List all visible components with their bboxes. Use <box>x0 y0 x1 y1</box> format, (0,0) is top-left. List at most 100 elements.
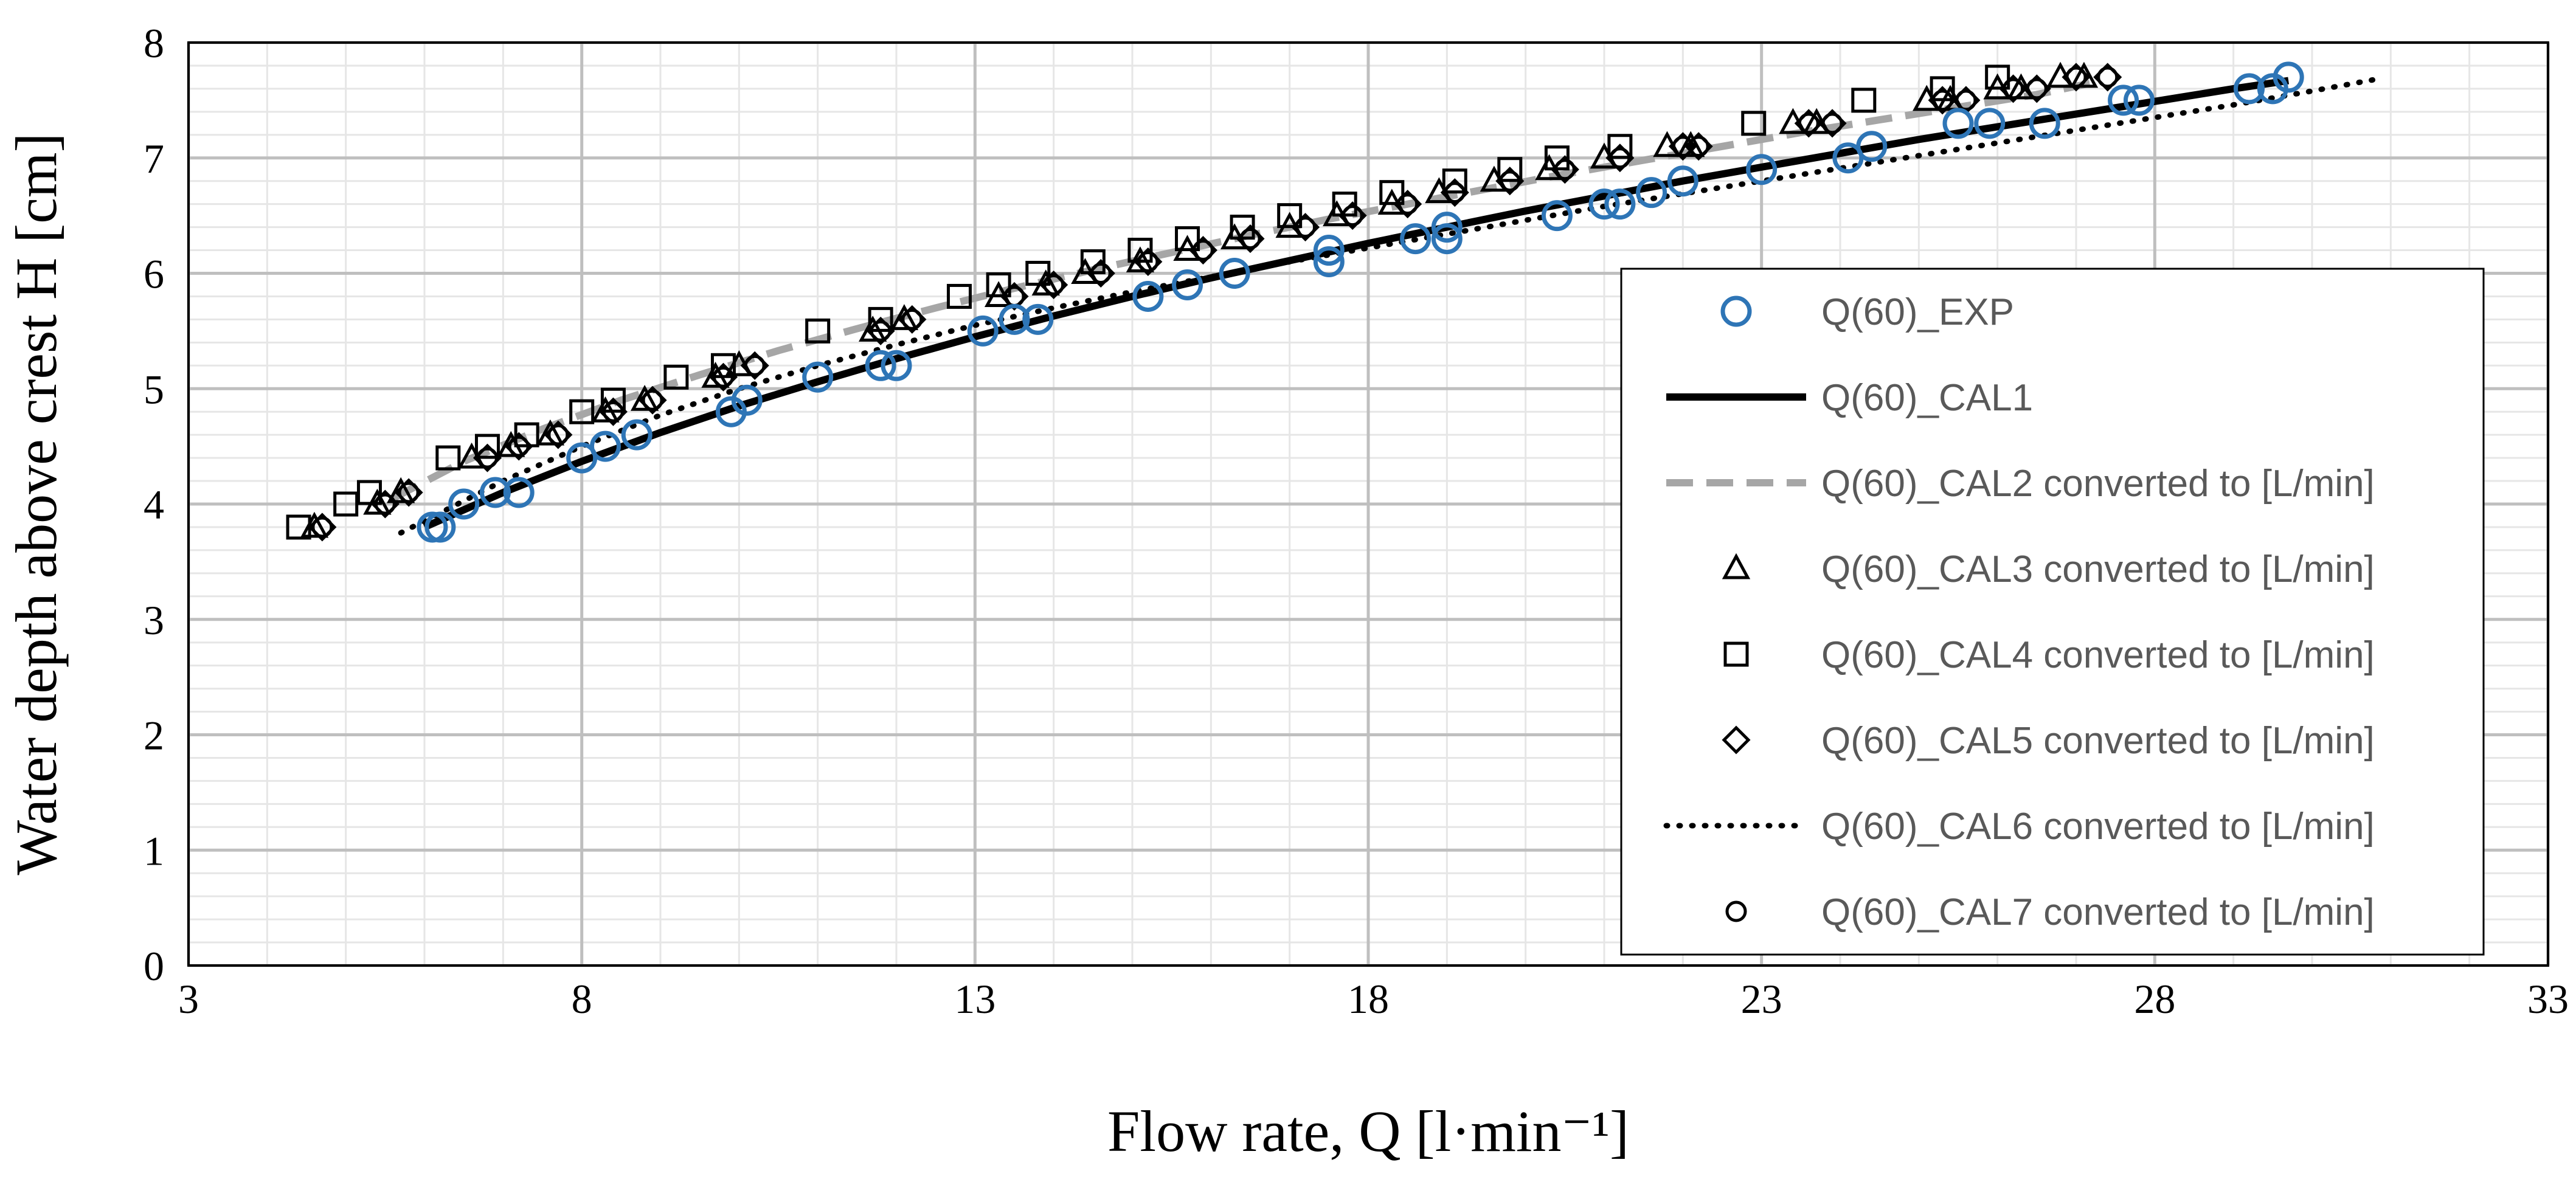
data-point <box>386 477 415 503</box>
legend-swatch-q-60-cal5-converted-to-l-min <box>1722 725 1751 755</box>
data-point <box>731 384 763 416</box>
data-point <box>1442 168 1467 194</box>
legend-swatch-q-60-cal4-converted-to-l-min <box>1723 641 1749 667</box>
data-point <box>1985 64 2010 90</box>
data-point <box>474 434 500 459</box>
legend: Q(60)_EXP Q(60)_CAL1 Q(60)_CAL2 converted … <box>1620 268 2485 956</box>
y-tick-label: 7 <box>144 136 164 182</box>
data-point <box>1431 212 1463 243</box>
data-point <box>630 384 659 411</box>
series-q-60-cal6-converted-to-l-min <box>398 77 2378 536</box>
y-tick-label: 0 <box>144 943 164 989</box>
data-point <box>999 303 1030 335</box>
y-tick-label: 3 <box>144 597 164 643</box>
data-point <box>536 419 565 446</box>
data-point <box>503 477 535 508</box>
data-point <box>1342 205 1363 227</box>
data-point <box>435 445 461 471</box>
data-point <box>1239 228 1261 250</box>
data-point <box>1397 193 1419 215</box>
y-tick-label: 4 <box>144 482 164 528</box>
series-q-60-cal7-converted-to-l-min <box>311 66 2119 538</box>
data-point <box>621 419 653 451</box>
data-point <box>1499 170 1521 192</box>
data-point <box>1137 251 1159 273</box>
series-line-q-60-cal1 <box>423 77 2290 531</box>
data-point <box>300 511 329 538</box>
x-tick-label: 33 <box>2527 976 2569 1022</box>
data-point <box>2097 66 2119 88</box>
data-point <box>1379 180 1405 206</box>
data-point <box>1667 165 1698 197</box>
legend-label-q-60-cal3-converted-to-l-min: Q(60)_CAL3 converted to [L/min] <box>1821 548 2375 590</box>
data-point <box>417 511 448 543</box>
data-point <box>508 435 530 457</box>
legend-label-q-60-cal1: Q(60)_CAL1 <box>1821 377 2033 419</box>
data-point <box>2069 61 2099 88</box>
data-point <box>589 430 621 462</box>
data-point <box>497 430 525 457</box>
data-point <box>602 401 624 423</box>
data-point <box>547 424 569 446</box>
data-point <box>858 316 887 342</box>
data-point <box>712 366 734 388</box>
data-point <box>479 477 511 508</box>
series-line-q-60-cal6-converted-to-l-min <box>398 77 2378 536</box>
legend-swatch-q-60-exp <box>1720 295 1752 327</box>
legend-label-q-60-cal7-converted-to-l-min: Q(60)_CAL7 converted to [L/min] <box>1821 891 2375 933</box>
data-point <box>967 315 999 347</box>
data-point <box>890 304 919 330</box>
data-point <box>1313 235 1345 266</box>
data-point <box>901 308 923 330</box>
data-point <box>476 447 498 469</box>
y-tick-label: 8 <box>144 20 164 66</box>
data-point <box>448 488 480 520</box>
plot-area-border <box>187 41 2549 967</box>
data-point <box>1295 216 1317 238</box>
x-tick-label: 13 <box>954 976 995 1022</box>
data-point <box>881 350 912 381</box>
y-tick-label: 2 <box>144 713 164 759</box>
y-tick-label: 6 <box>144 251 164 297</box>
legend-label-q-60-cal5-converted-to-l-min: Q(60)_CAL5 converted to [L/min] <box>1821 720 2375 762</box>
data-point <box>663 364 689 390</box>
data-point <box>1955 89 1977 111</box>
x-tick-label: 28 <box>2134 976 2175 1022</box>
data-point <box>1588 188 1620 220</box>
data-point <box>2234 73 2265 105</box>
data-point <box>1974 108 2006 139</box>
data-point <box>1022 303 1054 335</box>
data-point <box>311 516 333 538</box>
data-point <box>805 318 831 344</box>
data-point <box>1554 159 1576 181</box>
x-tick-label: 3 <box>178 976 199 1022</box>
data-point <box>1942 108 1974 139</box>
x-tick-label: 23 <box>1741 976 1782 1022</box>
data-point <box>1931 89 1953 111</box>
data-point <box>1746 154 1778 185</box>
data-point <box>1090 263 1112 284</box>
data-point <box>1444 182 1466 204</box>
data-point <box>1821 112 1843 134</box>
data-point <box>569 399 595 424</box>
data-point <box>1609 147 1631 169</box>
data-point <box>1851 88 1877 113</box>
data-point <box>744 354 766 376</box>
data-point <box>1132 280 1164 312</box>
data-point <box>986 272 1011 297</box>
data-point <box>374 493 396 515</box>
data-point <box>1741 111 1767 136</box>
data-point <box>1126 246 1155 273</box>
data-point <box>363 488 392 515</box>
data-point <box>865 350 896 381</box>
legend-box <box>1620 268 2485 956</box>
data-point <box>946 283 972 309</box>
data-point <box>2003 78 2024 100</box>
data-point <box>1400 223 1432 255</box>
data-point <box>333 491 359 517</box>
data-point <box>2065 66 2087 88</box>
legend-label-q-60-cal2-converted-to-l-min: Q(60)_CAL2 converted to [L/min] <box>1821 463 2375 505</box>
x-axis-title: Flow rate, Q [l·min⁻¹] <box>1107 1099 1629 1164</box>
